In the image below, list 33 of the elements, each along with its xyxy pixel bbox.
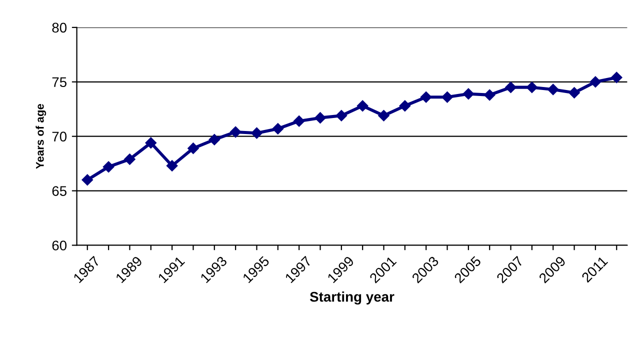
point	[314, 112, 326, 124]
y-tick-label: 60	[52, 240, 67, 250]
point	[272, 123, 284, 134]
point	[568, 87, 580, 98]
point	[548, 84, 559, 96]
y-tick-label: 70	[52, 132, 67, 142]
point	[82, 174, 93, 186]
point	[484, 89, 496, 101]
point	[293, 115, 305, 127]
point	[251, 127, 262, 139]
y-axis-title: Years of age	[36, 104, 46, 169]
y-tick-label: 65	[52, 186, 66, 196]
point	[230, 126, 242, 138]
point	[336, 110, 348, 122]
point	[590, 76, 602, 88]
point	[208, 134, 220, 146]
point	[526, 82, 538, 93]
point	[420, 92, 432, 103]
point	[166, 160, 178, 172]
point	[188, 142, 199, 154]
point	[102, 161, 114, 172]
point	[124, 154, 136, 165]
point	[462, 88, 474, 100]
point	[378, 110, 390, 122]
point	[505, 82, 516, 93]
point	[356, 100, 368, 112]
point	[442, 92, 453, 103]
point	[611, 72, 622, 84]
x-axis-title: Starting year	[310, 292, 394, 305]
y-tick-label: 75	[52, 77, 66, 88]
point	[145, 137, 156, 148]
y-tick-label: 80	[52, 22, 67, 33]
point	[399, 100, 411, 112]
